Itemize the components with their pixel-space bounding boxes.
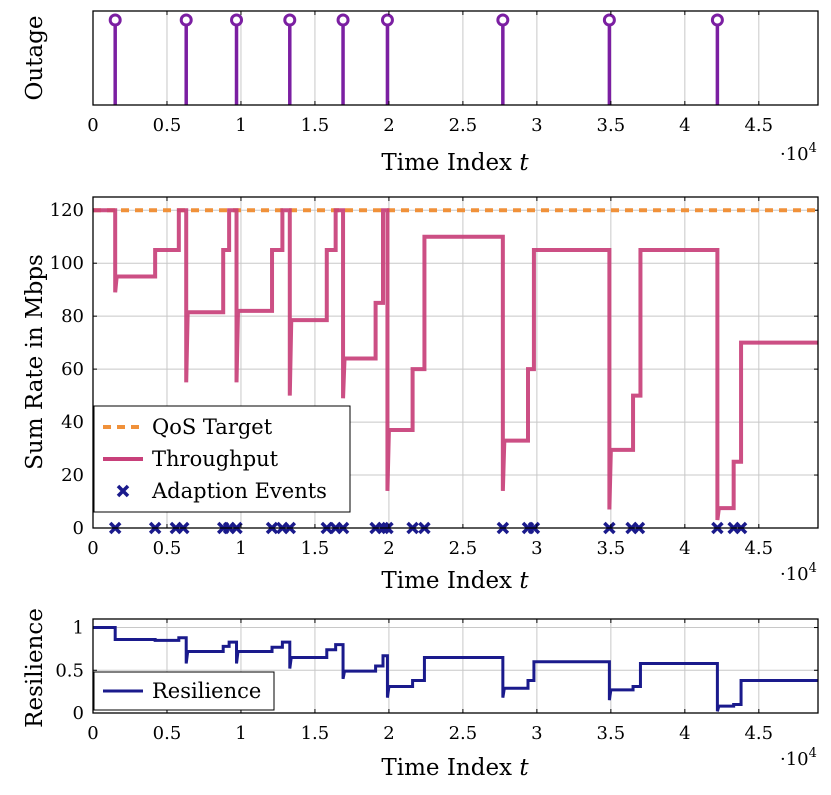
- resilience-x-tick-label: 3: [531, 723, 542, 744]
- sum-rate-x-tick-label: 1: [235, 538, 246, 559]
- sum-rate-y-tick-label: 0: [73, 518, 84, 539]
- outage-x-tick-label: 2.5: [449, 115, 478, 136]
- resilience-x-multiplier: ·104: [780, 746, 817, 770]
- outage-x-tick-label: 1: [235, 115, 246, 136]
- legend-adaption-swatch: [116, 484, 130, 498]
- sum-rate-x-axis-label: Time Index t: [381, 568, 529, 594]
- sum-rate-x-tick-label: 4: [679, 538, 690, 559]
- resilience-line: [93, 626, 818, 712]
- outage-stem-marker: [336, 13, 350, 27]
- sum-rate-x-tick-label: 3.5: [597, 538, 626, 559]
- sum-rate-y-tick-label: 40: [61, 412, 84, 433]
- outage-grid: [166, 11, 760, 105]
- sum-rate-y-axis-label: Sum Rate in Mbps: [22, 254, 48, 470]
- resilience-y-tick-label: 1: [73, 618, 84, 639]
- sum-rate-y-tick-label: 80: [61, 306, 84, 327]
- sum-rate-x-tick-label: 4.5: [744, 538, 773, 559]
- sum-rate-panel: 0 20 40 60 80 100 120 0 0.5 1 1.5 2 2.5 3 3.5 4 4.5 Tim…: [22, 196, 819, 594]
- outage-stem-marker: [108, 13, 122, 27]
- outage-x-ticks: 0 0.5 1 1.5 2 2.5 3 3.5 4 4.5: [87, 11, 773, 136]
- resilience-plot-frame: [92, 618, 819, 714]
- outage-stem-marker: [602, 13, 616, 27]
- sum-rate-x-multiplier: ·104: [780, 561, 817, 585]
- outage-x-tick-label: 3.5: [597, 115, 626, 136]
- legend-adaption-label: Adaption Events: [151, 479, 327, 503]
- resilience-legend: Resilience: [93, 671, 275, 711]
- outage-x-axis-label: Time Index t: [381, 150, 529, 176]
- resilience-x-tick-label: 2: [383, 723, 394, 744]
- outage-x-tick-label: 4: [679, 115, 690, 136]
- sum-rate-x-tick-label: 0: [87, 538, 98, 559]
- resilience-x-tick-label: 2.5: [449, 723, 478, 744]
- outage-x-tick-label: 0: [87, 115, 98, 136]
- resilience-y-axis-label: Resilience: [22, 608, 48, 728]
- outage-stem-marker: [283, 13, 297, 27]
- resilience-x-tick-label: 1.5: [301, 723, 330, 744]
- outage-x-tick-label: 3: [531, 115, 542, 136]
- sum-rate-y-ticks: 0 20 40 60 80 100 120: [50, 200, 818, 539]
- sum-rate-x-ticks: 0 0.5 1 1.5 2 2.5 3 3.5 4 4.5: [87, 197, 773, 559]
- throughput-line: [93, 208, 818, 521]
- outage-stem-marker: [710, 13, 724, 27]
- outage-y-axis-label: Outage: [22, 16, 48, 101]
- resilience-x-tick-label: 0: [87, 723, 98, 744]
- outage-stem-marker: [179, 13, 193, 27]
- sum-rate-x-tick-label: 3: [531, 538, 542, 559]
- resilience-x-axis-label: Time Index t: [381, 755, 529, 781]
- sum-rate-x-tick-label: 2.5: [449, 538, 478, 559]
- sum-rate-legend: QoS Target Throughput Adaption Events: [93, 405, 351, 513]
- outage-x-tick-label: 2: [383, 115, 394, 136]
- legend-resilience-label: Resilience: [152, 679, 261, 703]
- outage-x-tick-label: 0.5: [153, 115, 182, 136]
- legend-throughput-label: Throughput: [152, 447, 279, 471]
- resilience-y-ticks: 00.51: [55, 618, 818, 724]
- sum-rate-plot-frame: [92, 196, 819, 529]
- sum-rate-y-tick-label: 100: [50, 253, 84, 274]
- outage-panel: 0 0.5 1 1.5 2 2.5 3 3.5 4 4.5 Time Index t ·104 O…: [22, 10, 819, 176]
- resilience-panel: 00.51 0 0.5 1 1.5 2 2.5 3 3.5 4 4.5 Time Index t …: [22, 608, 819, 781]
- outage-stem-marker: [230, 13, 244, 27]
- legend-adaption-marker: [116, 484, 130, 498]
- outage-plot-frame: [92, 10, 819, 106]
- sum-rate-y-tick-label: 60: [61, 359, 84, 380]
- resilience-y-tick-label: 0.5: [55, 660, 84, 681]
- outage-x-tick-label: 1.5: [301, 115, 330, 136]
- sum-rate-x-tick-label: 1.5: [301, 538, 330, 559]
- outage-stem-marker: [380, 13, 394, 27]
- resilience-x-ticks: 0 0.5 1 1.5 2 2.5 3 3.5 4 4.5: [87, 619, 773, 744]
- resilience-x-tick-label: 3.5: [597, 723, 626, 744]
- outage-x-tick-label: 4.5: [744, 115, 773, 136]
- resilience-x-tick-label: 1: [235, 723, 246, 744]
- sum-rate-x-tick-label: 2: [383, 538, 394, 559]
- resilience-x-tick-label: 4: [679, 723, 690, 744]
- sum-rate-y-tick-label: 120: [50, 200, 84, 221]
- outage-stems: [108, 13, 724, 105]
- legend-qos-label: QoS Target: [152, 415, 273, 439]
- resilience-x-tick-label: 4.5: [744, 723, 773, 744]
- sum-rate-y-tick-label: 20: [61, 465, 84, 486]
- outage-stem-marker: [496, 13, 510, 27]
- resilience-x-tick-label: 0.5: [153, 723, 182, 744]
- sum-rate-x-tick-label: 0.5: [153, 538, 182, 559]
- resilience-y-tick-label: 0: [73, 703, 84, 724]
- outage-x-multiplier: ·104: [780, 141, 817, 165]
